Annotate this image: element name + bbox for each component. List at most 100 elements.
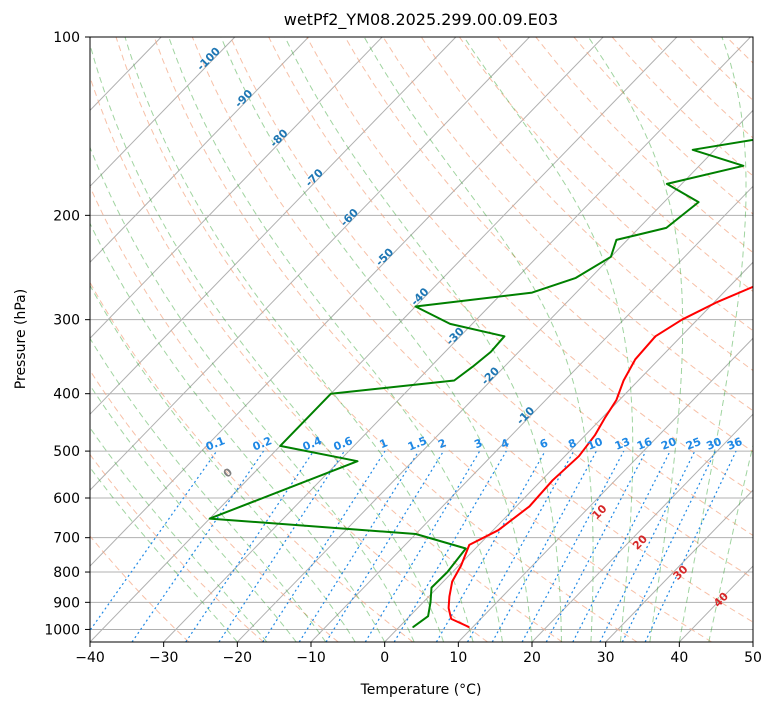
isotherm-line [90, 37, 236, 188]
x-tick-label: −20 [223, 650, 253, 666]
mixing-ratio-label: 30 [704, 435, 723, 453]
mixing-ratio-line [364, 450, 481, 642]
moist-adiabat-line [90, 427, 268, 642]
moist-adiabat-line [220, 37, 533, 642]
moist-adiabat-line [90, 466, 238, 642]
dry-adiabat-line [191, 37, 753, 623]
dry-adiabat-line [688, 37, 753, 102]
dry-adiabat-line [535, 37, 753, 254]
mixing-ratio-line [545, 450, 647, 642]
moist-adiabat-line [90, 337, 327, 642]
mixing-ratio-label: 25 [684, 435, 703, 453]
isotherm-label: -50 [373, 245, 396, 268]
y-tick-label: 500 [53, 444, 80, 460]
dry-adiabat-line [765, 37, 775, 642]
x-tick-label: −10 [296, 650, 326, 666]
mixing-ratio-line [599, 450, 696, 642]
mixing-ratio-line [393, 450, 507, 642]
y-tick-label: 100 [53, 30, 80, 46]
x-tick-label: 30 [597, 650, 615, 666]
mixing-ratio-line [325, 450, 445, 642]
y-tick-label: 300 [53, 313, 80, 329]
chart-title: wetPf2_YM08.2025.299.00.09.E03 [284, 10, 558, 30]
isotherm-line [236, 109, 753, 642]
isotherm-line [0, 37, 14, 642]
moist-adiabat-line [90, 284, 356, 642]
x-tick-label: 40 [670, 650, 688, 666]
mixing-ratio-line [435, 450, 546, 642]
isotherm-line [752, 641, 753, 642]
mixing-ratio-label: 6 [538, 436, 550, 451]
mixing-ratio-label: 3 [472, 436, 484, 451]
background-lines [0, 37, 775, 642]
moist-adiabat-label: 30 [671, 562, 691, 582]
moist-adiabat-line [587, 37, 684, 642]
mixing-ratio-label: 20 [659, 435, 678, 453]
mixing-ratio-line [466, 450, 575, 642]
isotherm-line [310, 185, 753, 642]
isotherm-label: -70 [303, 166, 326, 189]
x-tick-label: 20 [523, 650, 541, 666]
dry-adiabat-line [90, 75, 563, 642]
moist-adiabat-line [363, 37, 594, 642]
mixing-ratio-label: 16 [635, 435, 654, 453]
moist-adiabat-line [90, 384, 297, 642]
mixing-ratio-line [131, 450, 265, 642]
temperature-line [447, 285, 753, 628]
plot-frame [89, 36, 754, 643]
mixing-ratio-label: 8 [566, 436, 578, 451]
mixing-ratio-line [572, 450, 671, 642]
isotherm-label: -90 [232, 87, 255, 110]
mixing-ratio-label: 36 [725, 435, 744, 453]
mixing-ratio-label: 13 [613, 435, 632, 453]
dry-adiabat-line [420, 37, 753, 372]
mixing-ratio-line [218, 450, 345, 642]
x-tick-label: −40 [75, 650, 105, 666]
dry-adiabat-label: 0 [221, 465, 235, 480]
dry-adiabat-line [497, 37, 753, 293]
moist-adiabat-label: 20 [630, 532, 650, 552]
x-tick-label: 10 [449, 650, 467, 666]
x-tick-label: 50 [744, 650, 762, 666]
isotherm-line [457, 337, 753, 642]
isotherm-label: -60 [338, 206, 361, 229]
y-tick-label: 200 [53, 208, 80, 224]
dry-adiabat-line [306, 37, 753, 494]
dry-adiabat-line [115, 37, 638, 642]
y-tick-label: 800 [53, 565, 80, 581]
isotherm-line [90, 37, 383, 339]
mixing-ratio-line [262, 450, 386, 642]
isotherm-line [384, 261, 753, 642]
dry-adiabat-line [90, 281, 414, 642]
y-axis: 100 200 300 400 500 600 700 800 900 1000 [44, 30, 90, 638]
isotherm-line [90, 37, 530, 491]
moist-adiabat-line [168, 37, 503, 642]
moist-adiabat-line [463, 37, 634, 642]
mixing-ratio-label: 2 [436, 436, 448, 451]
dry-adiabat-line [90, 185, 488, 642]
dewpoint-line [208, 138, 753, 628]
isotherm-label: -80 [267, 126, 290, 149]
dry-adiabat-line [726, 37, 753, 64]
x-tick-label: −30 [149, 650, 179, 666]
isotherm-label: -10 [514, 404, 537, 427]
mixing-ratio-label: 10 [586, 435, 605, 453]
moist-adiabat-line [678, 37, 747, 642]
y-tick-label: 700 [53, 531, 80, 547]
moist-adiabat-line [90, 222, 386, 642]
mixing-ratio-line [521, 450, 625, 642]
moist-adiabat-line [284, 37, 562, 642]
y-tick-label: 900 [53, 595, 80, 611]
isotherm-line [605, 489, 753, 642]
series-layer [208, 138, 753, 628]
mixing-ratio-line [644, 450, 737, 642]
y-tick-label: 1000 [44, 622, 80, 638]
isotherm-label: -20 [479, 364, 502, 387]
isotherm-label: -30 [444, 325, 467, 348]
mixing-ratio-line [491, 450, 597, 642]
mixing-ratio-label: 0.4 [301, 434, 324, 453]
dry-adiabat-line [458, 37, 753, 332]
moist-adiabat-line [90, 146, 415, 642]
moist-adiabat-line [708, 443, 753, 642]
